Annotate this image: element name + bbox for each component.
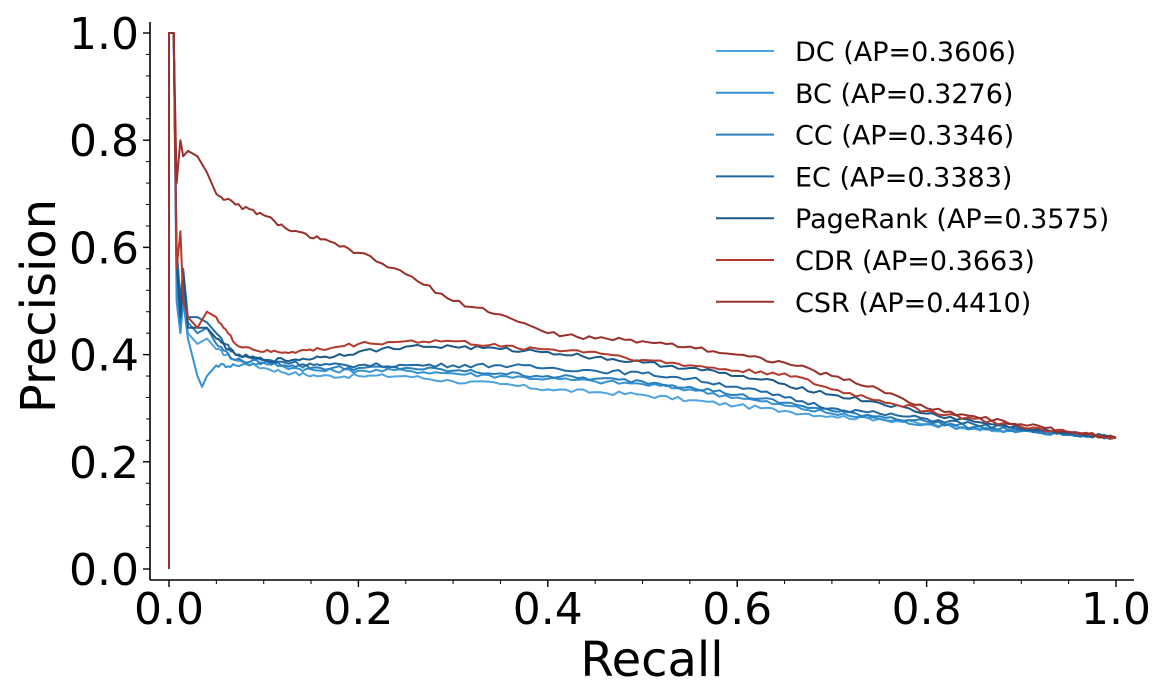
legend-label: BC (AP=0.3276) bbox=[795, 79, 1013, 110]
x-tick-label: 0.2 bbox=[323, 584, 393, 635]
x-axis-title: Recall bbox=[580, 632, 723, 688]
y-tick-label: 0.6 bbox=[69, 223, 139, 274]
legend-label: EC (AP=0.3383) bbox=[795, 162, 1012, 193]
y-tick-label: 0.8 bbox=[69, 116, 139, 167]
legend-label: PageRank (AP=0.3575) bbox=[795, 204, 1109, 235]
series-line-6 bbox=[168, 32, 1117, 569]
series-line-7 bbox=[168, 32, 1117, 569]
x-ticks: 0.0 0.2 0.4 0.6 0.8 1.0 bbox=[134, 580, 1151, 635]
axes: 0.0 0.2 0.4 0.6 0.8 1.0 0.0 0.2 0.4 0.6 0.8 1.0 bbox=[69, 9, 1151, 635]
x-tick-label: 0.0 bbox=[134, 584, 204, 635]
y-tick-label: 1.0 bbox=[69, 9, 139, 60]
x-tick-label: 0.6 bbox=[702, 584, 772, 635]
y-axis-title: Precision bbox=[11, 199, 67, 413]
series-line-3 bbox=[168, 32, 1117, 569]
y-tick-label: 0.2 bbox=[69, 438, 139, 489]
y-tick-label: 0.4 bbox=[69, 331, 139, 382]
legend-label: DC (AP=0.3606) bbox=[795, 37, 1016, 68]
x-tick-label: 0.8 bbox=[892, 584, 962, 635]
legend-label: CC (AP=0.3346) bbox=[795, 121, 1014, 152]
legend-label: CDR (AP=0.3663) bbox=[795, 246, 1035, 277]
series-line-4 bbox=[168, 32, 1117, 569]
x-tick-label: 0.4 bbox=[513, 584, 583, 635]
series-line-5 bbox=[168, 32, 1117, 569]
legend-label: CSR (AP=0.4410) bbox=[795, 288, 1031, 319]
x-tick-label: 1.0 bbox=[1081, 584, 1151, 635]
y-tick-label: 0.0 bbox=[69, 545, 139, 596]
plot-lines bbox=[168, 32, 1117, 569]
legend: DC (AP=0.3606) BC (AP=0.3276) CC (AP=0.334… bbox=[716, 37, 1109, 319]
y-ticks: 0.0 0.2 0.4 0.6 0.8 1.0 bbox=[69, 9, 150, 596]
